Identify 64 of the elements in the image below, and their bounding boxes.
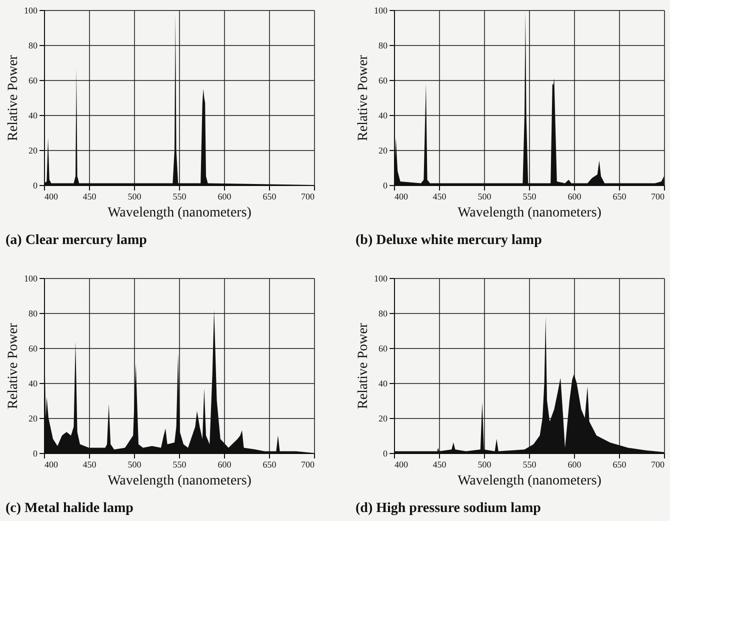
x-tick-label: 450: [82, 192, 97, 202]
x-tick-label: 400: [394, 460, 408, 470]
text: (c) Metal halide lamp: [6, 501, 134, 516]
y-tick-label: 100: [24, 6, 38, 16]
x-tick-label: 650: [262, 192, 277, 202]
x-tick-label: 450: [432, 460, 447, 470]
y-tick-label: 60: [28, 76, 38, 86]
x-tick-label: 450: [82, 460, 97, 470]
x-tick-label: 500: [478, 460, 492, 470]
x-tick-label: 600: [568, 192, 582, 202]
y-tick-label: 40: [378, 378, 388, 388]
y-tick-label: 0: [33, 448, 38, 458]
x-tick-label: 500: [128, 460, 142, 470]
y-tick-label: 100: [24, 274, 38, 284]
y-tick-label: 80: [378, 40, 388, 50]
text: (b) Deluxe white mercury lamp: [356, 233, 542, 248]
text: (a) Clear mercury lamp: [6, 233, 148, 248]
y-tick-label: 60: [378, 344, 388, 354]
x-tick-label: 450: [432, 192, 447, 202]
y-tick-label: 0: [383, 180, 388, 190]
x-tick-label: 550: [172, 460, 187, 470]
x-tick-label: 700: [651, 192, 665, 202]
x-tick-label: 500: [478, 192, 492, 202]
y-axis-title: Relative Power: [356, 322, 371, 409]
y-tick-label: 60: [378, 76, 388, 86]
text: (d) High pressure sodium lamp: [356, 501, 542, 516]
x-axis-title: Wavelength (nanometers): [108, 206, 252, 220]
x-axis-title: Wavelength (nanometers): [458, 474, 602, 488]
x-axis-title: Wavelength (nanometers): [458, 206, 602, 220]
x-tick-label: 500: [128, 192, 142, 202]
y-tick-label: 80: [378, 308, 388, 318]
x-axis-title: Wavelength (nanometers): [108, 474, 252, 488]
x-tick-label: 550: [172, 192, 187, 202]
y-tick-label: 40: [28, 110, 38, 120]
y-tick-label: 40: [28, 378, 38, 388]
x-tick-label: 400: [44, 192, 58, 202]
y-tick-label: 0: [383, 448, 388, 458]
y-tick-label: 80: [28, 308, 38, 318]
x-tick-label: 600: [218, 192, 232, 202]
y-axis-title: Relative Power: [6, 54, 21, 141]
x-tick-label: 400: [44, 460, 58, 470]
x-tick-label: 650: [612, 192, 627, 202]
y-tick-label: 20: [378, 146, 388, 156]
x-tick-label: 700: [301, 460, 315, 470]
y-tick-label: 20: [28, 414, 38, 424]
x-tick-label: 550: [522, 460, 537, 470]
x-tick-label: 650: [262, 460, 277, 470]
x-tick-label: 650: [612, 460, 627, 470]
y-tick-label: 60: [28, 344, 38, 354]
x-tick-label: 700: [301, 192, 315, 202]
x-tick-label: 400: [394, 192, 408, 202]
y-tick-label: 20: [378, 414, 388, 424]
y-tick-label: 100: [374, 6, 388, 16]
y-tick-label: 40: [378, 110, 388, 120]
x-tick-label: 550: [522, 192, 537, 202]
x-tick-label: 600: [218, 460, 232, 470]
y-tick-label: 20: [28, 146, 38, 156]
y-tick-label: 80: [28, 40, 38, 50]
y-tick-label: 0: [33, 180, 38, 190]
x-tick-label: 600: [568, 460, 582, 470]
y-tick-label: 100: [374, 274, 388, 284]
y-axis-title: Relative Power: [356, 54, 371, 141]
y-axis-title: Relative Power: [6, 322, 21, 409]
x-tick-label: 700: [651, 460, 665, 470]
